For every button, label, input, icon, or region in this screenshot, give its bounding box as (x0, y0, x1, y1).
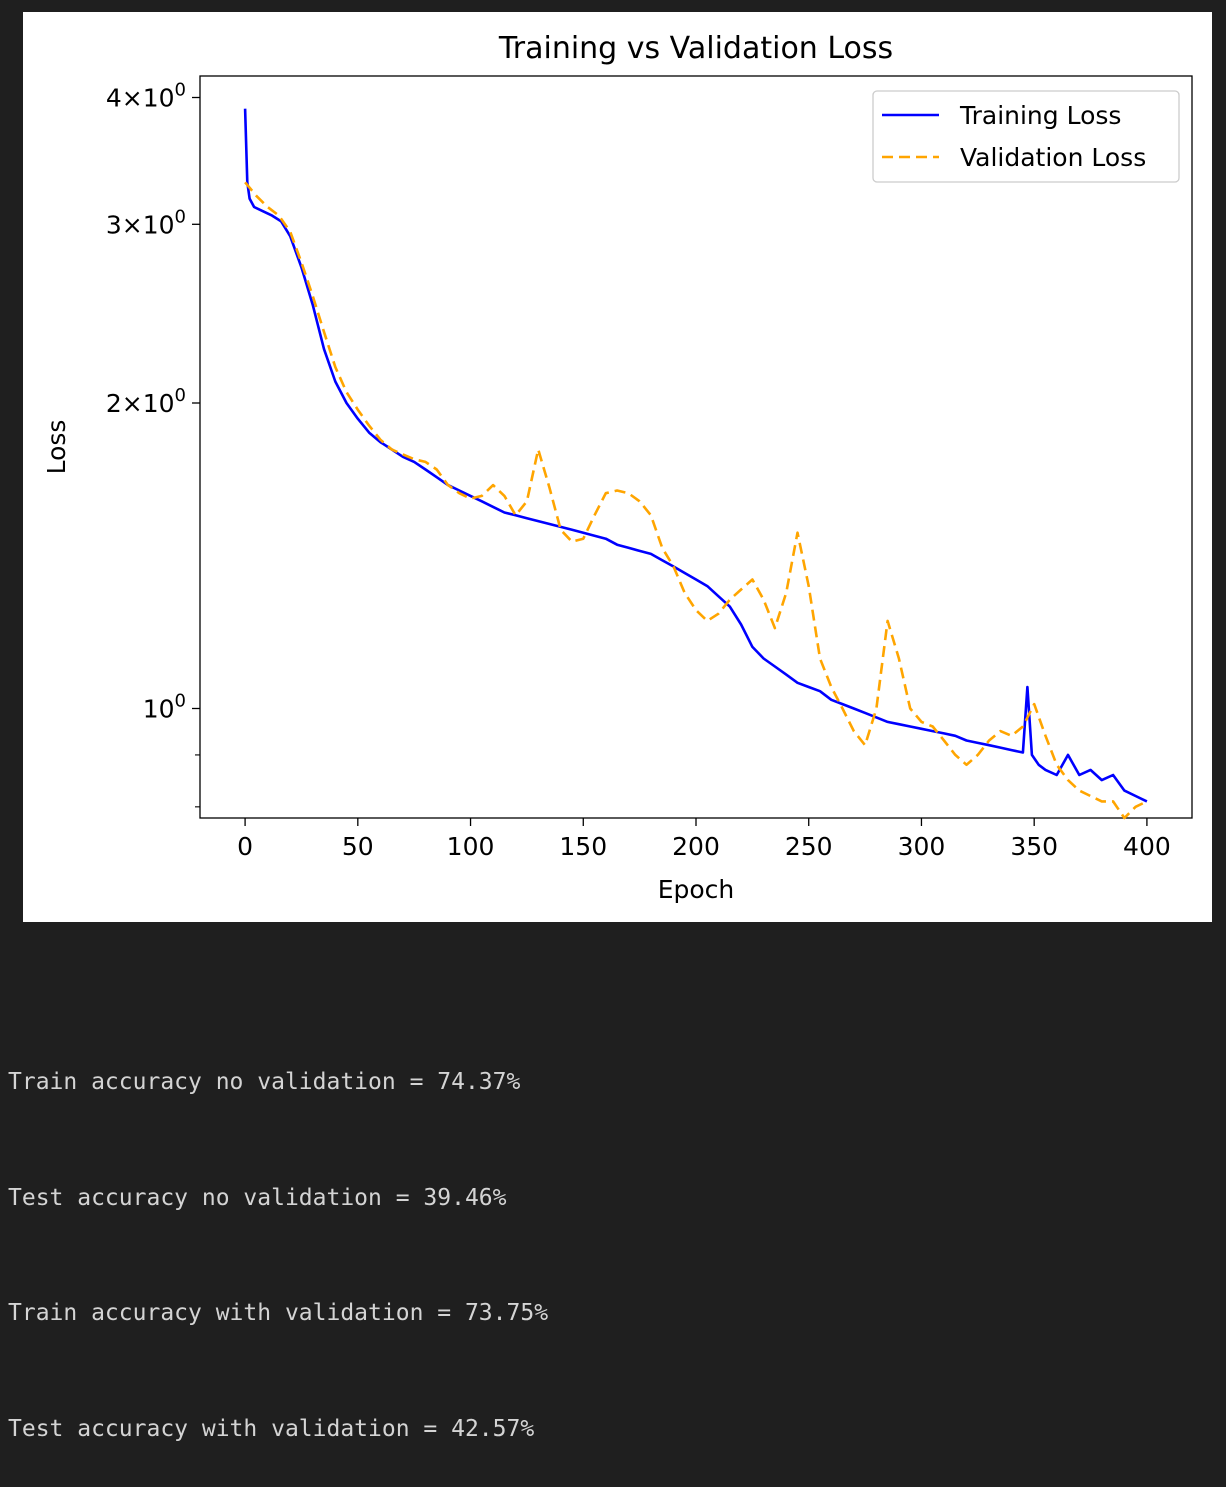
plot-frame (199, 75, 1193, 819)
figure-panel: 0 50 100 150 200 250 300 350 400 100 2×100 3×100 4×1… (23, 12, 1212, 922)
x-tick-label: 250 (785, 832, 833, 861)
y-axis-label: Loss (42, 420, 71, 475)
y-tick-base: 10 (143, 389, 175, 418)
y-tick-times: × (122, 389, 143, 418)
y-tick-label: 2×100 (106, 385, 186, 418)
y-tick-exponent: 0 (175, 690, 186, 711)
y-tick-exponent: 0 (175, 206, 186, 227)
y-tick-exponent: 0 (175, 80, 186, 101)
x-tick-label: 350 (1010, 832, 1058, 861)
x-tick-label: 200 (672, 832, 720, 861)
x-tick-label: 100 (447, 832, 495, 861)
x-tick-label: 0 (237, 832, 253, 861)
y-tick-base: 10 (143, 84, 175, 113)
y-tick-base: 10 (143, 694, 175, 723)
cell-output: Train accuracy no validation = 74.37% Te… (8, 986, 548, 1487)
chart-title: Training vs Validation Loss (498, 31, 893, 66)
y-tick-times: × (122, 210, 143, 239)
x-tick-label: 400 (1123, 832, 1171, 861)
output-line-test-no-val: Test accuracy no validation = 39.46% (8, 1184, 507, 1211)
y-tick-base: 10 (143, 210, 175, 239)
output-line-train-no-val: Train accuracy no validation = 74.37% (8, 1069, 521, 1095)
y-tick-label: 100 (143, 690, 186, 723)
x-tick-label: 50 (342, 832, 374, 861)
y-tick-coefficient: 2 (106, 389, 122, 418)
training-loss-line (243, 108, 1148, 803)
y-tick-coefficient: 3 (106, 210, 122, 239)
y-tick-coefficient: 4 (106, 84, 122, 113)
loss-chart: 0 50 100 150 200 250 300 350 4001002×1003×1004×1… (42, 31, 1193, 904)
legend-validation-label: Validation Loss (960, 143, 1146, 172)
validation-loss-line (244, 181, 1148, 820)
output-line-train-with-val: Train accuracy with validation = 73.75% (8, 1300, 549, 1326)
x-axis-label: Epoch (658, 875, 735, 904)
legend-training-label: Training Loss (959, 101, 1121, 130)
y-tick-exponent: 0 (175, 385, 186, 406)
x-tick-label: 150 (559, 832, 607, 861)
y-tick-times: × (122, 84, 143, 113)
y-tick-label: 3×100 (106, 206, 186, 239)
output-line-test-with-val: Test accuracy with validation = 42.57% (8, 1415, 535, 1442)
legend-box (872, 90, 1180, 183)
y-tick-label: 4×100 (106, 80, 186, 113)
x-tick-label: 300 (898, 832, 946, 861)
